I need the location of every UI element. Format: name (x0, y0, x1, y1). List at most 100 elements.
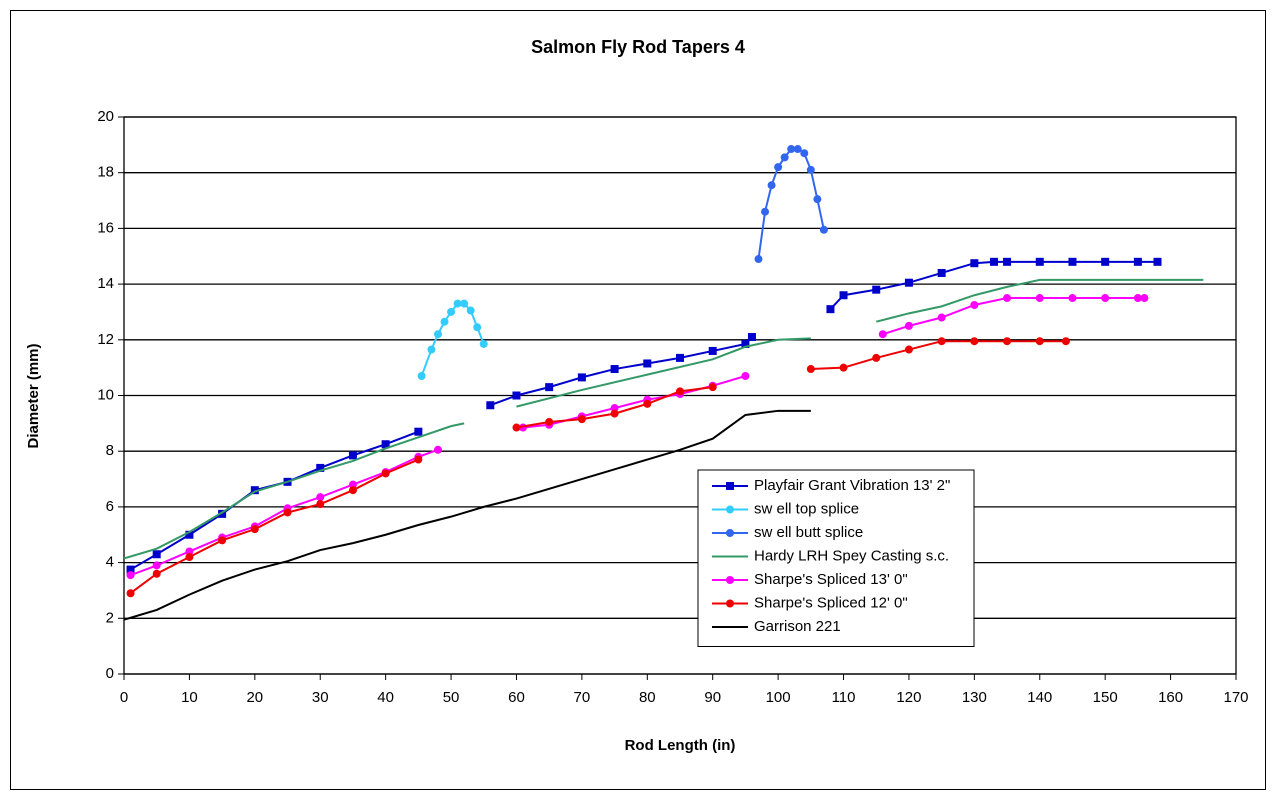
legend-label: Playfair Grant Vibration 13' 2" (754, 477, 950, 494)
legend-label: Hardy LRH Spey Casting s.c. (754, 547, 949, 564)
marker (643, 359, 652, 368)
marker (1101, 257, 1110, 266)
marker (610, 404, 619, 413)
x-tick-label: 40 (377, 689, 394, 706)
marker (826, 305, 835, 314)
y-tick-label: 2 (106, 609, 114, 626)
x-tick-label: 150 (1093, 689, 1118, 706)
y-tick-label: 16 (97, 219, 114, 236)
y-tick-label: 20 (97, 108, 114, 125)
x-tick-label: 110 (832, 689, 856, 706)
x-tick-label: 120 (896, 689, 921, 706)
chart-frame (10, 10, 1266, 790)
marker (1153, 257, 1162, 266)
marker (904, 345, 913, 354)
legend-label: sw ell top splice (754, 500, 859, 517)
marker (479, 339, 488, 348)
x-tick-label: 60 (508, 689, 525, 706)
marker (806, 365, 815, 374)
legend-box (697, 469, 975, 647)
marker (414, 455, 423, 464)
marker (577, 373, 586, 382)
marker (872, 285, 881, 294)
marker (643, 399, 652, 408)
marker (813, 195, 822, 204)
marker (787, 145, 796, 154)
x-tick-label: 130 (962, 689, 987, 706)
plot-area (123, 116, 1237, 675)
marker (250, 525, 259, 534)
marker (283, 508, 292, 517)
marker (427, 345, 436, 354)
marker (726, 599, 734, 608)
y-tick-label: 8 (106, 442, 114, 459)
marker (316, 463, 325, 472)
marker (747, 333, 756, 342)
marker (970, 259, 979, 268)
y-tick-label: 10 (97, 386, 114, 403)
marker (904, 321, 913, 330)
x-tick-label: 140 (1027, 689, 1052, 706)
marker (774, 163, 783, 172)
x-tick-label: 80 (639, 689, 656, 706)
x-tick-label: 50 (443, 689, 460, 706)
marker (447, 307, 456, 316)
marker (1061, 337, 1070, 346)
marker (577, 415, 586, 424)
marker (316, 493, 325, 502)
marker (937, 268, 946, 277)
marker (512, 391, 521, 400)
marker (433, 445, 442, 454)
marker (453, 299, 462, 308)
marker (989, 257, 998, 266)
marker (806, 165, 815, 174)
marker (1133, 294, 1142, 303)
marker (676, 353, 684, 362)
marker (767, 181, 776, 190)
marker (152, 569, 161, 578)
marker (545, 383, 554, 392)
series-line (420, 302, 485, 377)
marker (741, 339, 750, 348)
marker (440, 317, 449, 326)
marker (676, 387, 684, 396)
y-tick-label: 12 (97, 331, 114, 348)
y-tick-label: 6 (106, 498, 114, 515)
marker (348, 451, 357, 460)
marker (726, 529, 734, 537)
marker (250, 486, 259, 495)
marker (1035, 257, 1044, 266)
legend-label: sw ell butt splice (754, 524, 863, 541)
marker (348, 480, 357, 489)
marker (414, 427, 423, 436)
x-tick-label: 90 (704, 689, 721, 706)
marker (726, 505, 734, 514)
marker (970, 300, 979, 309)
x-tick-label: 160 (1158, 689, 1183, 706)
marker (152, 561, 161, 570)
marker (1003, 294, 1012, 303)
marker (460, 299, 469, 308)
marker (937, 313, 946, 322)
marker (512, 423, 521, 432)
x-tick-label: 170 (1223, 689, 1248, 706)
legend-label: Garrison 221 (754, 618, 841, 635)
marker (473, 323, 482, 332)
marker (741, 372, 750, 381)
marker (218, 509, 227, 518)
marker (433, 330, 442, 339)
marker (185, 547, 194, 556)
marker (417, 372, 426, 381)
legend-label: Sharpe's Spliced 13' 0" (754, 571, 908, 588)
marker (152, 550, 161, 559)
marker (726, 482, 734, 490)
marker (1003, 257, 1012, 266)
marker (793, 145, 802, 154)
series-line (123, 409, 811, 621)
marker (1003, 337, 1012, 346)
marker (839, 363, 848, 372)
marker (126, 565, 135, 574)
marker (754, 255, 763, 264)
marker (819, 225, 828, 234)
